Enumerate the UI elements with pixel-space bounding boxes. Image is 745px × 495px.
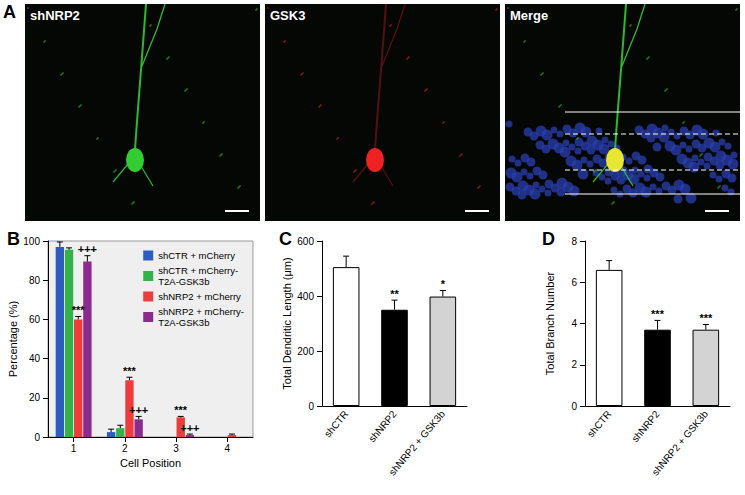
- svg-text:shNRP2: shNRP2: [30, 8, 80, 23]
- svg-text:60: 60: [29, 314, 41, 325]
- svg-text:100: 100: [23, 236, 40, 247]
- svg-text:***: ***: [72, 304, 86, 316]
- svg-text:Percentage (%): Percentage (%): [7, 301, 19, 377]
- svg-text:+++: +++: [180, 422, 199, 434]
- svg-text:20: 20: [29, 392, 41, 403]
- svg-text:4: 4: [571, 318, 577, 329]
- svg-text:1: 1: [71, 443, 77, 454]
- svg-text:Total Dendritic Length (μm): Total Dendritic Length (μm): [281, 257, 293, 389]
- svg-text:*: *: [441, 278, 446, 290]
- svg-text:0: 0: [308, 401, 314, 412]
- svg-text:+++: +++: [129, 404, 148, 416]
- svg-text:GSK3: GSK3: [270, 8, 305, 23]
- svg-text:***: ***: [699, 312, 713, 324]
- svg-text:8: 8: [571, 236, 577, 247]
- svg-text:400: 400: [297, 291, 314, 302]
- svg-text:D: D: [542, 229, 555, 249]
- svg-text:shNRP2 + mCherry-: shNRP2 + mCherry-: [158, 306, 244, 317]
- svg-text:Total Branch Number: Total Branch Number: [544, 272, 556, 376]
- svg-text:shCTR + mCherry-: shCTR + mCherry-: [158, 265, 238, 276]
- svg-text:600: 600: [297, 236, 314, 247]
- svg-text:shNRP2 + mCherry: shNRP2 + mCherry: [158, 291, 241, 302]
- svg-text:shNRP2 + GSK3b: shNRP2 + GSK3b: [650, 408, 711, 477]
- svg-text:6: 6: [571, 277, 577, 288]
- svg-text:shCTR: shCTR: [322, 408, 350, 439]
- svg-text:shNRP2: shNRP2: [629, 408, 662, 444]
- svg-text:200: 200: [297, 346, 314, 357]
- svg-text:Merge: Merge: [510, 8, 548, 23]
- svg-text:shNRP2 + GSK3b: shNRP2 + GSK3b: [387, 408, 448, 477]
- svg-text:***: ***: [174, 404, 188, 416]
- svg-text:40: 40: [29, 353, 41, 364]
- svg-text:3: 3: [173, 443, 179, 454]
- svg-text:shNRP2: shNRP2: [366, 408, 399, 444]
- svg-text:2: 2: [571, 359, 577, 370]
- svg-text:2: 2: [122, 443, 128, 454]
- svg-text:0: 0: [34, 432, 40, 443]
- svg-text:***: ***: [651, 308, 665, 320]
- svg-text:C: C: [279, 229, 292, 249]
- svg-text:A: A: [3, 2, 16, 22]
- svg-text:T2A-GSK3b: T2A-GSK3b: [158, 276, 209, 287]
- svg-text:***: ***: [123, 365, 137, 377]
- svg-text:shCTR: shCTR: [585, 408, 613, 439]
- svg-text:Cell Position: Cell Position: [120, 457, 181, 469]
- svg-text:B: B: [7, 229, 20, 249]
- svg-text:T2A-GSK3b: T2A-GSK3b: [158, 317, 209, 328]
- svg-text:+++: +++: [78, 243, 97, 255]
- svg-text:shCTR + mCherry: shCTR + mCherry: [158, 250, 235, 261]
- svg-text:**: **: [390, 288, 399, 300]
- svg-text:4: 4: [225, 443, 231, 454]
- svg-text:80: 80: [29, 275, 41, 286]
- svg-text:0: 0: [571, 401, 577, 412]
